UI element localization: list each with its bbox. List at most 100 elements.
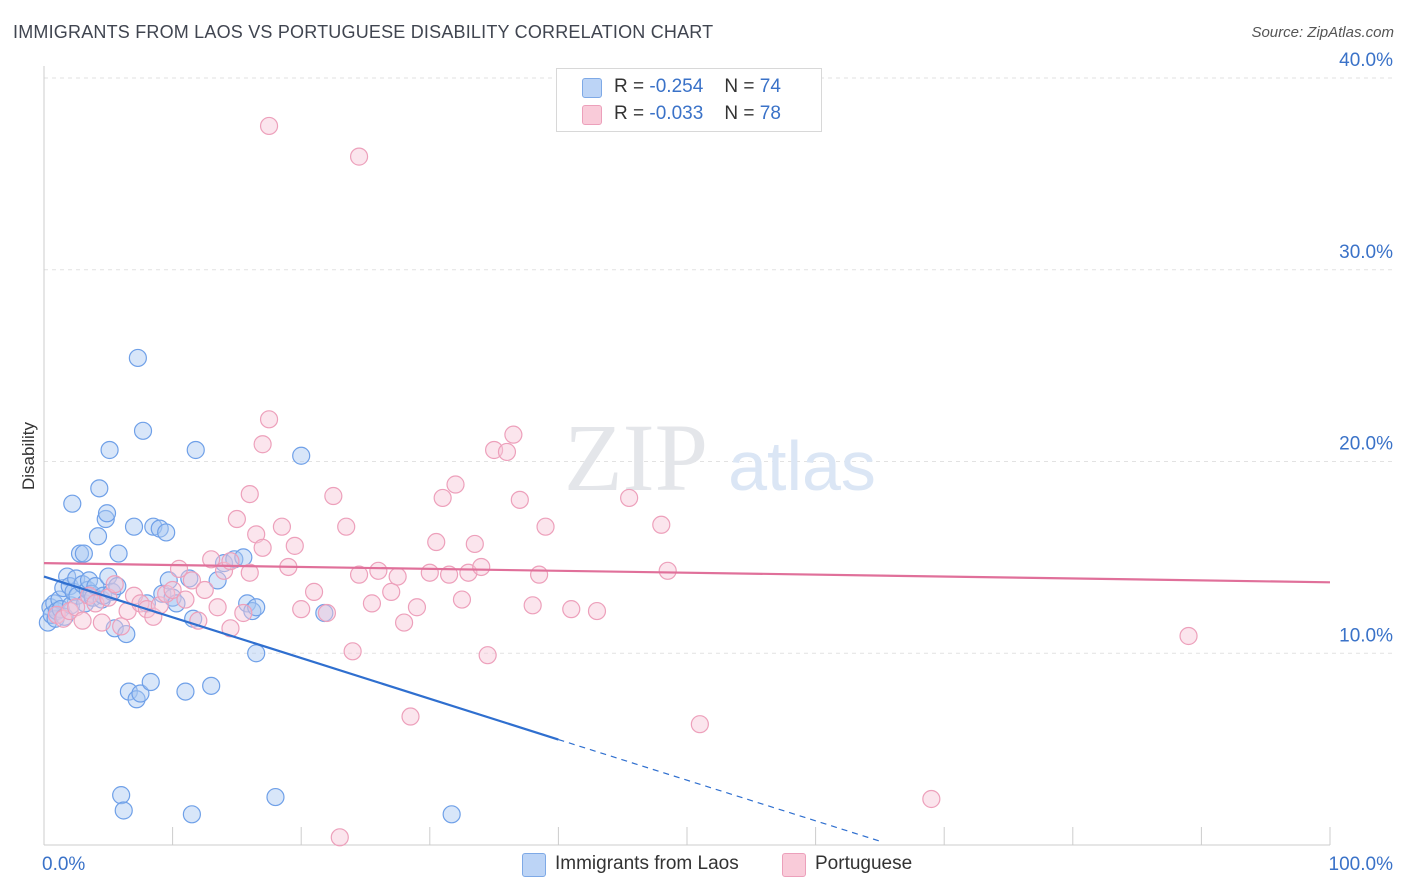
point-portuguese [427,532,446,552]
point-laos [109,544,128,563]
point-portuguese [401,707,420,726]
point-portuguese [92,613,111,632]
point-portuguese [285,536,304,555]
point-portuguese [536,517,555,536]
x-tick-label: 100.0% [1329,854,1394,875]
legend-r-value-portuguese: -0.033 [649,103,704,124]
point-portuguese [304,582,324,601]
point-laos [133,421,153,440]
point-laos [119,682,138,701]
point-laos [70,544,90,563]
point-laos [186,440,205,460]
point-laos [202,676,221,695]
point-laos [128,348,147,368]
point-laos [88,527,108,546]
point-portuguese [388,567,407,586]
point-portuguese [234,603,253,623]
point-laos [266,787,285,807]
point-portuguese [253,538,272,557]
point-portuguese [472,557,491,577]
point-portuguese [382,582,401,601]
point-portuguese [259,116,279,136]
point-portuguese [620,488,639,508]
trend-line-portuguese [43,562,1331,584]
point-laos [141,672,160,692]
point-laos [292,446,311,465]
point-laos [208,571,227,590]
legend-n-label: N = [724,103,755,124]
watermark: ZIP atlas [564,404,876,511]
legend-swatch-laos [582,78,602,98]
point-portuguese [349,565,369,584]
trend-lines [43,562,1331,842]
point-portuguese [105,575,124,594]
point-portuguese [478,646,497,665]
point-portuguese [221,619,240,638]
point-portuguese [439,565,459,584]
bottom-legend-label-laos: Immigrants from Laos [555,853,739,874]
point-portuguese [112,617,131,636]
point-laos [442,805,461,824]
trend-line-laos-extension [558,738,881,842]
point-portuguese [240,484,259,504]
legend-r-label: R = [614,76,645,97]
legend-n-value-laos: 74 [759,76,781,97]
axis-labels: 10.0% 20.0% 30.0% 40.0% 0.0% 100.0% Disability [19,50,1393,875]
point-portuguese [208,598,227,617]
point-portuguese [452,590,472,609]
point-portuguese [73,611,92,630]
point-portuguese [317,603,337,623]
point-laos [247,644,266,663]
point-portuguese [1179,626,1198,646]
point-portuguese [349,147,369,166]
point-laos [100,440,119,460]
point-laos [63,494,82,513]
point-portuguese [523,596,542,615]
point-portuguese [562,600,581,619]
legend-r-value-laos: -0.254 [649,76,704,97]
point-portuguese [530,565,549,584]
point-portuguese [587,601,607,621]
correlation-legend: R = -0.254 N = 74 R = -0.033 N = 78 [556,68,822,132]
point-portuguese [324,486,343,506]
point-laos [97,504,117,523]
point-portuguese [221,552,240,571]
point-portuguese [504,425,523,444]
point-portuguese [497,442,517,462]
point-portuguese [176,590,195,609]
point-laos [96,509,115,529]
legend-r-label: R = [614,103,645,124]
point-portuguese [195,580,214,600]
y-tick-label: 10.0% [1339,625,1393,646]
point-portuguese [652,515,671,534]
point-portuguese [420,563,439,582]
point-portuguese [407,598,427,617]
legend-swatch-portuguese [582,105,602,125]
x-tick-label: 0.0% [42,854,85,875]
point-portuguese [510,490,529,509]
y-tick-label: 30.0% [1339,242,1393,263]
point-portuguese [202,550,221,569]
point-portuguese [690,715,709,734]
point-portuguese [922,789,941,809]
point-portuguese [272,517,292,536]
legend-n-label: N = [724,76,755,97]
point-laos [124,517,144,536]
point-portuguese [446,475,465,494]
point-portuguese [182,571,201,590]
bottom-legend-swatch-laos [522,853,546,877]
chart-title: IMMIGRANTS FROM LAOS VS PORTUGUESE DISAB… [13,22,714,42]
point-portuguese [163,580,182,600]
point-laos [112,786,131,805]
axes [43,66,1331,846]
watermark-atlas: atlas [728,427,876,505]
point-portuguese [394,613,414,632]
point-laos [114,801,133,820]
point-laos [176,682,195,701]
point-portuguese [259,410,279,429]
point-laos [159,571,178,590]
point-portuguese [292,600,311,619]
bottom-legend-label-portuguese: Portuguese [815,853,913,874]
trend-line-laos [43,575,559,741]
